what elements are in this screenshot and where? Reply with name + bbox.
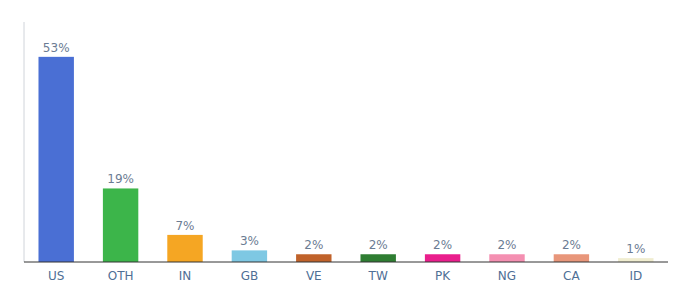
x-axis-line <box>24 262 668 263</box>
data-label: 2% <box>304 238 323 252</box>
data-label: 53% <box>43 41 70 55</box>
x-tick-label: OTH <box>108 269 134 283</box>
data-label: 2% <box>497 238 516 252</box>
data-label: 1% <box>626 242 645 256</box>
data-labels: 53% 19% 7% 3% 2% 2% 2% 2% 2% 1% <box>43 41 645 256</box>
bar <box>232 250 267 262</box>
x-tick-label: TW <box>368 269 388 283</box>
data-label: 2% <box>562 238 581 252</box>
bar <box>554 254 589 262</box>
bar <box>296 254 331 262</box>
data-label: 2% <box>369 238 388 252</box>
bar <box>360 254 395 262</box>
bar <box>38 57 73 262</box>
bar <box>103 188 138 262</box>
x-tick-label: NG <box>498 269 516 283</box>
bars <box>38 57 653 262</box>
data-label: 19% <box>107 172 134 186</box>
x-tick-label: PK <box>435 269 451 283</box>
y-axis-line <box>24 22 25 262</box>
data-label: 2% <box>433 238 452 252</box>
data-label: 7% <box>175 219 194 233</box>
chart: 53% 19% 7% 3% 2% 2% 2% 2% 2% 1% US OTH IN GB VE TW PK NG C… <box>0 0 680 300</box>
x-tick-label: CA <box>563 269 580 283</box>
bar <box>167 235 202 262</box>
x-tick-label: US <box>48 269 64 283</box>
x-tick-label: VE <box>306 269 322 283</box>
bar <box>618 258 653 262</box>
chart-container: 53% 19% 7% 3% 2% 2% 2% 2% 2% 1% US OTH IN GB VE TW PK NG C… <box>0 0 680 300</box>
x-tick-label: GB <box>241 269 259 283</box>
data-label: 3% <box>240 234 259 248</box>
x-tick-labels: US OTH IN GB VE TW PK NG CA ID <box>48 269 642 283</box>
x-tick-label: IN <box>179 269 192 283</box>
bar <box>489 254 524 262</box>
bar <box>425 254 460 262</box>
x-tick-label: ID <box>629 269 642 283</box>
